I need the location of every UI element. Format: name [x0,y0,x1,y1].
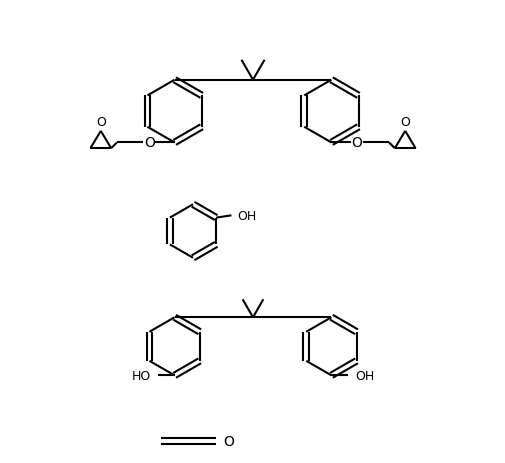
Text: O: O [223,434,233,448]
Text: O: O [143,136,155,150]
Text: O: O [399,116,410,129]
Text: OH: OH [236,209,256,222]
Text: O: O [350,136,362,150]
Text: OH: OH [355,369,374,382]
Text: O: O [95,116,106,129]
Text: HO: HO [131,369,150,382]
